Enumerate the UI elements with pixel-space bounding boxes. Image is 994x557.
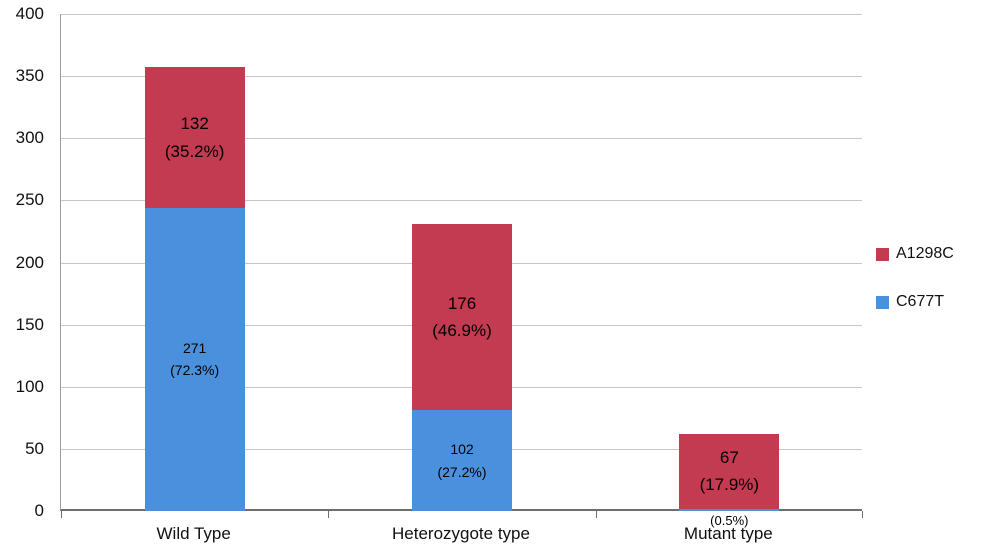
- x-category-label: Mutant type: [683, 524, 773, 543]
- y-axis: 0 50 100 150 200 250 300 350 400: [0, 4, 52, 520]
- bar-segment-a1298c-heterozygote-type: [412, 223, 512, 411]
- x-tick-mark: [595, 511, 597, 518]
- legend-swatch: [876, 295, 889, 309]
- gridline: [61, 76, 862, 78]
- legend-swatch: [876, 247, 889, 261]
- y-tick-label: 250: [15, 190, 44, 210]
- legend-item-c677t: C677T: [876, 293, 954, 311]
- legend: A1298C C677T: [876, 245, 954, 341]
- bar-segment-a1298c-wild-type: [144, 67, 245, 208]
- x-tick-mark: [862, 511, 863, 518]
- y-tick-label: 300: [15, 128, 44, 148]
- bar-segment-c677t-mutant-type: [679, 508, 780, 511]
- y-tick-label: 50: [25, 438, 44, 458]
- y-tick-label: 350: [15, 66, 44, 86]
- x-tick-mark: [61, 511, 62, 518]
- plot-area: 271 (72.3%) 132 (35.2%) 102 (27.2%) 176 (46.9%)…: [60, 14, 863, 528]
- x-axis-labels: Wild Type Heterozygote type Mutant type: [60, 524, 862, 554]
- x-category-label: Heterozygote type: [392, 524, 530, 543]
- gridline: [61, 200, 862, 202]
- bar-segment-c677t-wild-type: [144, 207, 245, 511]
- gridline: [61, 14, 862, 15]
- bar-segment-a1298c-mutant-type: [679, 433, 780, 509]
- bar-segment-c677t-heterozygote-type: [412, 410, 512, 511]
- y-tick-label: 100: [15, 376, 44, 396]
- x-category-label: Wild Type: [156, 524, 231, 543]
- legend-label: A1298C: [896, 245, 954, 262]
- y-tick-label: 200: [15, 252, 44, 272]
- x-tick-mark: [328, 511, 330, 518]
- y-tick-label: 400: [15, 4, 44, 23]
- legend-label: C677T: [896, 293, 945, 310]
- gridline: [61, 138, 862, 140]
- y-tick-label: 150: [15, 314, 44, 334]
- legend-item-a1298c: A1298C: [876, 245, 954, 263]
- y-tick-label: 0: [34, 501, 44, 520]
